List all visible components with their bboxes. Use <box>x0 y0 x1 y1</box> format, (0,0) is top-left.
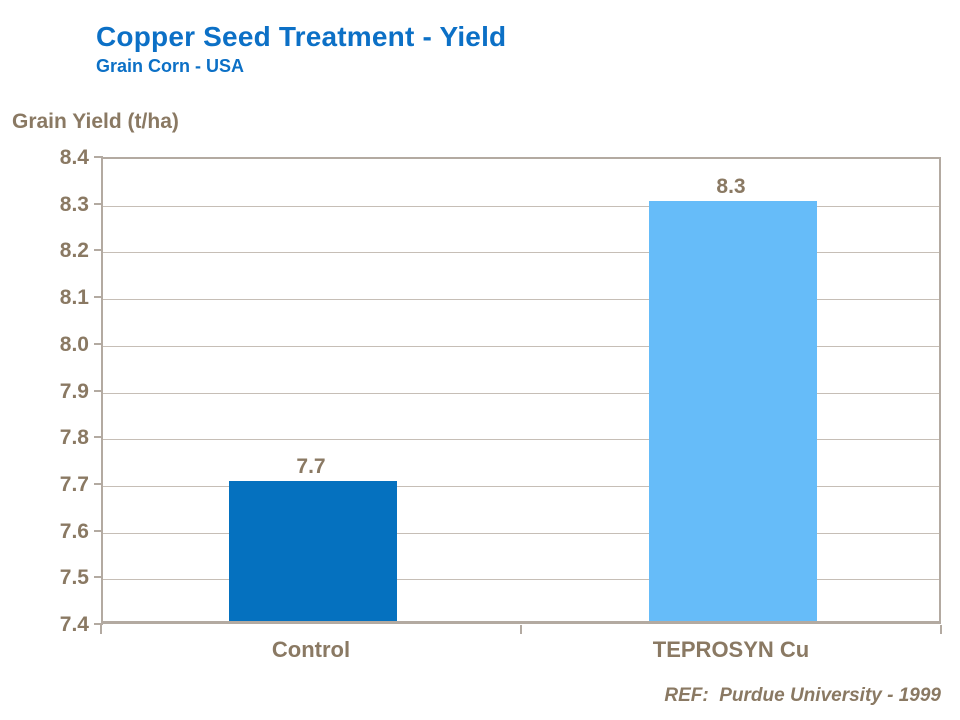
gridline <box>103 252 939 254</box>
gridline <box>103 299 939 301</box>
gridline <box>103 439 939 441</box>
y-axis-tick <box>94 342 103 345</box>
reference-note: REF: Purdue University - 1999 <box>664 685 941 706</box>
y-axis-tick <box>94 249 103 252</box>
y-axis-title: Grain Yield (t/ha) <box>12 110 179 133</box>
gridline <box>103 205 939 207</box>
y-axis-tick <box>94 436 103 439</box>
y-axis-tick <box>94 202 103 205</box>
y-tick-label: 8.2 <box>59 239 89 263</box>
y-axis-tick <box>94 576 103 579</box>
y-tick-label: 7.8 <box>59 426 89 450</box>
x-category-label: TEPROSYN Cu <box>652 637 810 662</box>
x-axis-tick <box>940 625 942 634</box>
y-tick-label: 7.4 <box>59 613 89 636</box>
y-tick-label: 8.4 <box>59 146 89 169</box>
y-tick-label: 7.9 <box>59 379 89 403</box>
y-axis-tick <box>94 296 103 299</box>
y-tick-label: 7.5 <box>59 566 89 590</box>
x-category-label: Control <box>271 637 351 662</box>
gridline <box>103 485 939 487</box>
gridline <box>103 392 939 394</box>
y-tick-label: 8.3 <box>59 192 89 216</box>
y-axis-tick <box>94 529 103 532</box>
y-axis-tick <box>94 156 103 158</box>
bar-value-label: 8.3 <box>716 174 746 198</box>
gridline <box>103 345 939 347</box>
gridline <box>103 579 939 581</box>
y-axis-tick <box>94 623 103 625</box>
y-tick-label: 7.7 <box>59 472 89 496</box>
chart-subtitle: Grain Corn - USA <box>96 56 245 76</box>
y-axis-tick <box>94 482 103 485</box>
plot-area <box>101 157 941 624</box>
bar-teprosyn-cu <box>649 200 817 621</box>
y-axis-tick <box>94 389 103 392</box>
x-axis-tick <box>100 625 102 634</box>
chart-title: Copper Seed Treatment - Yield <box>96 21 507 52</box>
bar-value-label: 7.7 <box>296 454 326 478</box>
x-axis-tick <box>520 625 522 634</box>
gridline <box>103 532 939 534</box>
y-tick-label: 7.6 <box>59 519 89 543</box>
bar-control <box>229 480 397 621</box>
y-tick-label: 8.0 <box>59 332 89 356</box>
y-tick-label: 8.1 <box>59 286 89 310</box>
